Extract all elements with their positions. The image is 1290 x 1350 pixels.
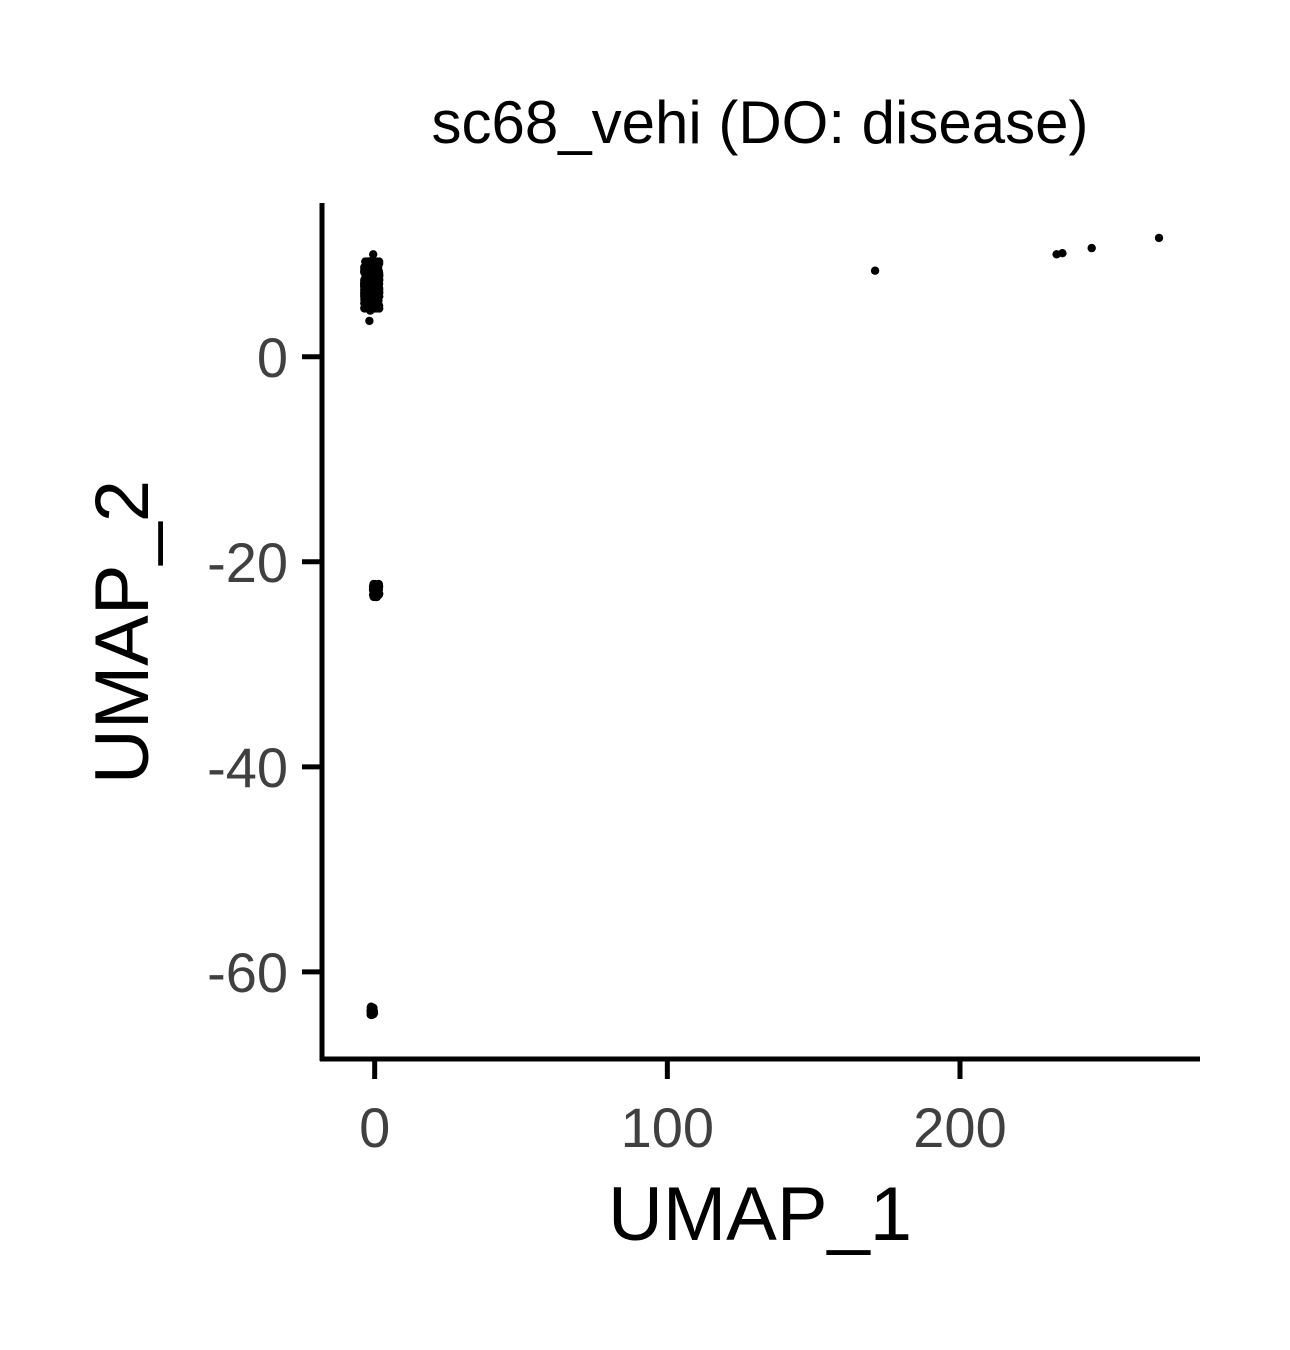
data-point: [369, 250, 378, 259]
data-point: [365, 316, 374, 326]
plot-area: [360, 233, 1164, 1020]
data-point: [366, 306, 375, 315]
cluster-1-point: [364, 279, 373, 288]
x-tick-label: 100: [621, 1096, 714, 1159]
y-tick-label: -60: [207, 941, 288, 1004]
cluster-3-point: [367, 1004, 377, 1013]
cluster-1-point: [371, 260, 380, 269]
cluster-2-point: [372, 589, 381, 599]
data-point: [1154, 233, 1164, 243]
x-tick-label: 0: [359, 1096, 390, 1159]
y-tick-label: -20: [207, 531, 288, 594]
x-axis-label: UMAP_1: [608, 1172, 912, 1257]
cluster-1-point: [367, 287, 376, 296]
x-axis-ticks: 0 100 200: [359, 1059, 1007, 1159]
y-axis-ticks: 0 -20 -40 -60: [207, 326, 322, 1004]
cluster-1-point: [371, 294, 381, 304]
data-point: [1087, 243, 1096, 253]
y-axis-label: UMAP_2: [80, 480, 165, 784]
data-point: [374, 270, 384, 279]
data-point: [870, 266, 880, 275]
cluster-1-point: [364, 261, 373, 271]
data-point: [1058, 249, 1067, 258]
y-tick-label: 0: [257, 326, 288, 389]
chart-title: sc68_vehi (DO: disease): [432, 89, 1089, 156]
data-points: [360, 233, 1164, 1020]
y-tick-label: -40: [207, 736, 288, 799]
x-tick-label: 200: [913, 1096, 1006, 1159]
